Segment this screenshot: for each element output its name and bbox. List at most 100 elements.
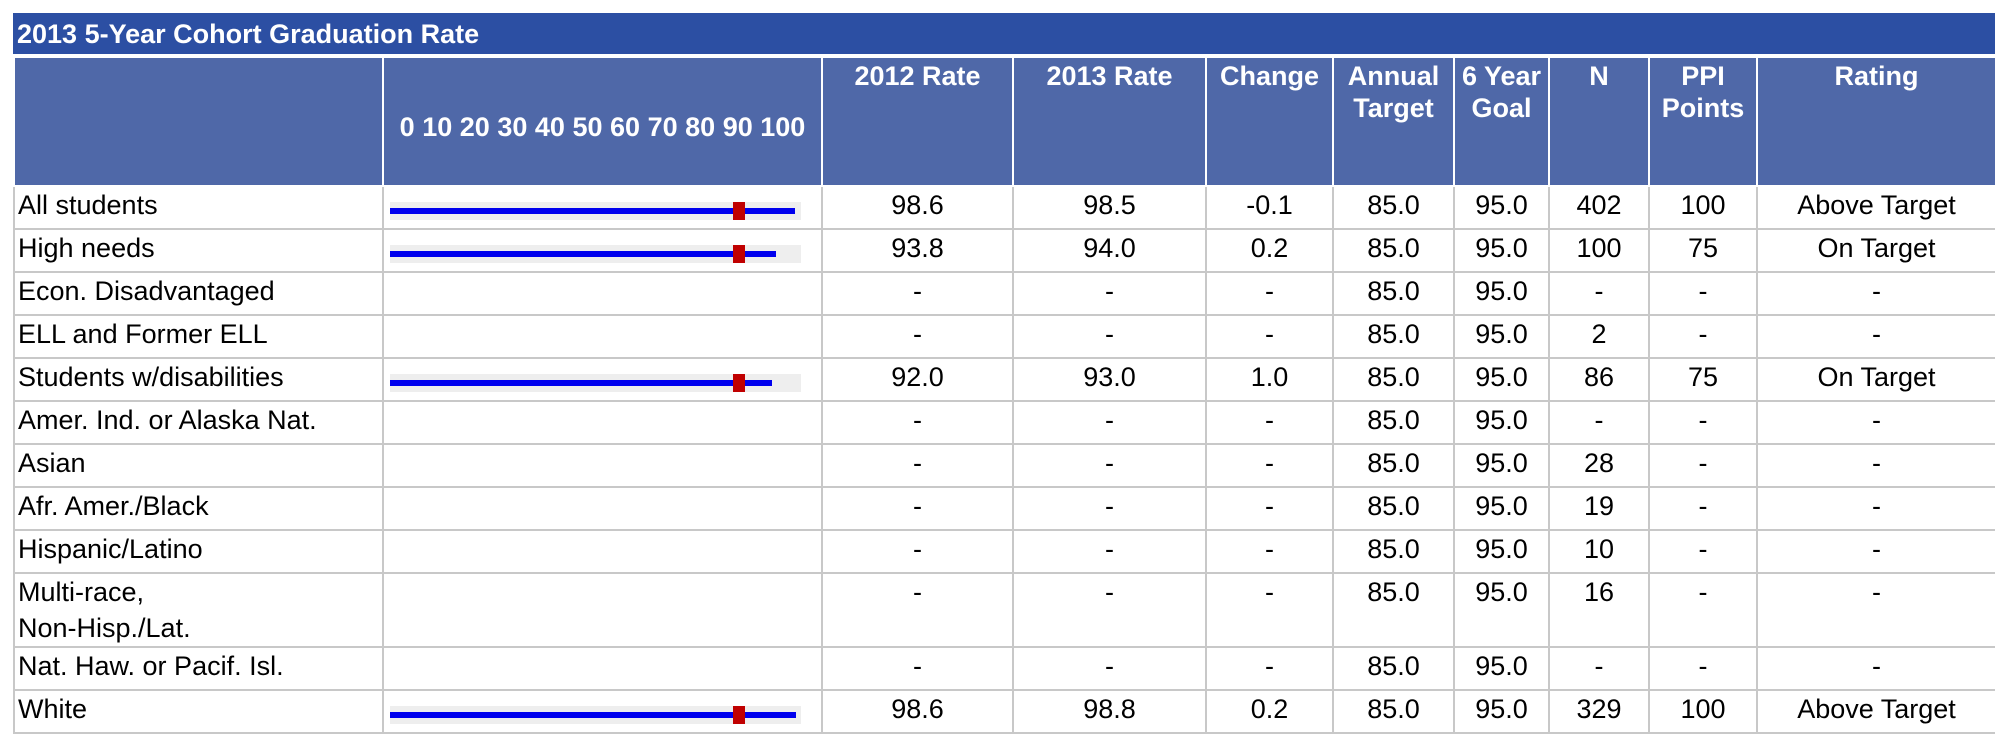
row: High needs 93.8 94.0 0.2 85.0 95.0 100 75 On Tar… bbox=[13, 228, 1995, 273]
cell: 94.0 bbox=[1012, 228, 1207, 273]
group-label: Amer. Ind. or Alaska Nat. bbox=[13, 400, 384, 445]
group-label: ELL and Former ELL bbox=[13, 314, 384, 359]
cell: 85.0 bbox=[1332, 486, 1455, 531]
cell: 95.0 bbox=[1453, 357, 1550, 402]
cell: 95.0 bbox=[1453, 228, 1550, 273]
scale-label: 90 bbox=[722, 111, 753, 142]
cell: On Target bbox=[1756, 357, 1995, 402]
target-marker bbox=[733, 202, 746, 220]
cell: 75 bbox=[1648, 228, 1758, 273]
cell: - bbox=[1648, 486, 1758, 531]
column-header: N bbox=[1548, 56, 1650, 187]
cell: 95.0 bbox=[1453, 689, 1550, 734]
cell: 100 bbox=[1648, 185, 1758, 230]
scale-label: 0 bbox=[399, 111, 415, 142]
cell: - bbox=[1548, 646, 1650, 691]
cell: - bbox=[821, 529, 1014, 574]
cell: 95.0 bbox=[1453, 572, 1550, 648]
column-header: Annual Target bbox=[1332, 56, 1455, 187]
row: Multi-race, Non-Hisp./Lat. - - -85.0 95.0 16-… bbox=[13, 572, 1995, 648]
title: 2013 5-Year Cohort Graduation Rate bbox=[13, 13, 1995, 56]
scale-label: 100 bbox=[760, 111, 806, 142]
target-marker bbox=[733, 245, 746, 263]
bar-cell bbox=[382, 357, 823, 402]
cell: 95.0 bbox=[1453, 529, 1550, 574]
rate-bar bbox=[390, 251, 777, 257]
cell: 95.0 bbox=[1453, 443, 1550, 488]
scale-label: 40 bbox=[534, 111, 565, 142]
cell: 85.0 bbox=[1332, 689, 1455, 734]
bar-cell bbox=[382, 271, 823, 316]
header-row: 0 10 20 30 40 50 60 70 80 90 100 2012 Rat… bbox=[13, 56, 1995, 187]
row: ELL and Former ELL - - -85.0 95.0 2- - bbox=[13, 314, 1995, 359]
cell: - bbox=[1548, 271, 1650, 316]
cell: 86 bbox=[1548, 357, 1650, 402]
scale-label: 80 bbox=[685, 111, 716, 142]
cell: - bbox=[1205, 271, 1334, 316]
row: Amer. Ind. or Alaska Nat. - - -85.0 95.0- - - bbox=[13, 400, 1995, 445]
cell: 93.0 bbox=[1012, 357, 1207, 402]
cell: 85.0 bbox=[1332, 529, 1455, 574]
cell: - bbox=[1648, 400, 1758, 445]
scale-label: 50 bbox=[572, 111, 603, 142]
cell: 93.8 bbox=[821, 228, 1014, 273]
column-header: PPI Points bbox=[1648, 56, 1758, 187]
group-label: All students bbox=[13, 185, 384, 230]
scale-label: 10 bbox=[422, 111, 453, 142]
bar-cell bbox=[382, 314, 823, 359]
row: All students 98.6 98.5 -0.1 85.0 95.0 402 100 Ab… bbox=[13, 185, 1995, 230]
cell: - bbox=[1648, 646, 1758, 691]
row: Asian - - -85.0 95.0 28- - bbox=[13, 443, 1995, 488]
cell: - bbox=[1756, 271, 1995, 316]
cell: 402 bbox=[1548, 185, 1650, 230]
cell: - bbox=[1205, 314, 1334, 359]
cell: - bbox=[821, 400, 1014, 445]
cell: 92.0 bbox=[821, 357, 1014, 402]
bar-cell bbox=[382, 443, 823, 488]
cell: 85.0 bbox=[1332, 271, 1455, 316]
bar-cell bbox=[382, 646, 823, 691]
cell: - bbox=[1648, 314, 1758, 359]
rate-bar bbox=[390, 380, 773, 386]
cell: - bbox=[821, 271, 1014, 316]
report: 2013 5-Year Cohort Graduation Rate 0 10 … bbox=[13, 13, 1995, 734]
cell: - bbox=[1205, 529, 1334, 574]
column-header: 2013 Rate bbox=[1012, 56, 1207, 187]
cell: - bbox=[1205, 486, 1334, 531]
column-header: 6 Year Goal bbox=[1453, 56, 1550, 187]
row: Afr. Amer./Black - - -85.0 95.0 19- - bbox=[13, 486, 1995, 531]
cell: - bbox=[1012, 572, 1207, 648]
cell: - bbox=[1205, 443, 1334, 488]
bar-cell bbox=[382, 689, 823, 734]
cell: 75 bbox=[1648, 357, 1758, 402]
cell: 95.0 bbox=[1453, 185, 1550, 230]
cell: - bbox=[1012, 314, 1207, 359]
cell: 85.0 bbox=[1332, 185, 1455, 230]
table: 0 10 20 30 40 50 60 70 80 90 100 2012 Rat… bbox=[13, 56, 1995, 734]
cell: 85.0 bbox=[1332, 314, 1455, 359]
column-header: 2012 Rate bbox=[821, 56, 1014, 187]
cell: - bbox=[1648, 529, 1758, 574]
cell: 85.0 bbox=[1332, 400, 1455, 445]
cell: - bbox=[1756, 486, 1995, 531]
cell: - bbox=[1756, 314, 1995, 359]
scale-label: 30 bbox=[497, 111, 528, 142]
scale-label: 70 bbox=[647, 111, 678, 142]
header-cell bbox=[13, 56, 384, 187]
cell: - bbox=[1756, 529, 1995, 574]
cell: - bbox=[1205, 572, 1334, 648]
bar-cell bbox=[382, 529, 823, 574]
bar-scale: 0 10 20 30 40 50 60 70 80 90 100 bbox=[382, 56, 823, 187]
column-header: Rating bbox=[1756, 56, 1995, 187]
cell: 85.0 bbox=[1332, 357, 1455, 402]
cell: - bbox=[821, 486, 1014, 531]
group-label: Hispanic/Latino bbox=[13, 529, 384, 574]
cell: - bbox=[1756, 443, 1995, 488]
cell: 10 bbox=[1548, 529, 1650, 574]
cell: 19 bbox=[1548, 486, 1650, 531]
cell: 85.0 bbox=[1332, 572, 1455, 648]
bar-cell bbox=[382, 486, 823, 531]
cell: - bbox=[821, 443, 1014, 488]
cell: 0.2 bbox=[1205, 228, 1334, 273]
cell: 98.6 bbox=[821, 689, 1014, 734]
